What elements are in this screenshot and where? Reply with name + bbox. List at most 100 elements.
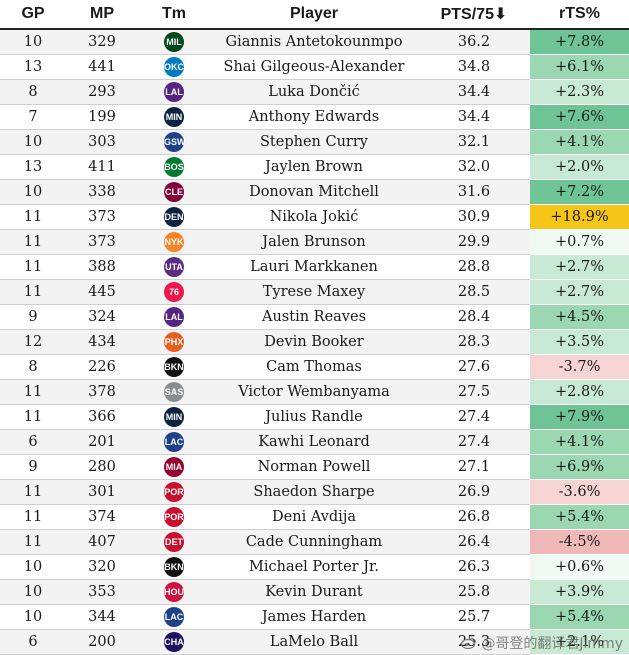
table-row: 7 199 MIN Anthony Edwards 34.4 +7.6% <box>0 104 629 130</box>
rockets-logo-icon: HOU <box>164 582 184 602</box>
mp-cell: 366 <box>66 404 138 430</box>
mp-cell: 201 <box>66 429 138 455</box>
player-name: Cam Thomas <box>210 354 418 380</box>
col-header-rts[interactable]: rTS% <box>530 0 629 30</box>
pts75-cell: 27.5 <box>418 379 530 405</box>
gp-cell: 10 <box>0 604 66 630</box>
team-cell: LAC <box>138 429 210 455</box>
team-cell: MIL <box>138 29 210 55</box>
table-row: 9 324 LAL Austin Reaves 28.4 +4.5% <box>0 304 629 330</box>
col-header-team[interactable]: Tm <box>138 0 210 30</box>
gp-cell: 6 <box>0 429 66 455</box>
mp-cell: 329 <box>66 29 138 55</box>
col-header-gp[interactable]: GP <box>0 0 66 30</box>
player-name: Giannis Antetokounmpo <box>210 29 418 55</box>
player-name: Devin Booker <box>210 329 418 355</box>
mp-cell: 344 <box>66 604 138 630</box>
player-name: Norman Powell <box>210 454 418 480</box>
gp-cell: 7 <box>0 104 66 130</box>
player-name: Jalen Brunson <box>210 229 418 255</box>
pts75-cell: 26.4 <box>418 529 530 555</box>
team-cell: LAC <box>138 604 210 630</box>
player-name: Donovan Mitchell <box>210 179 418 205</box>
pts75-cell: 26.8 <box>418 504 530 530</box>
rts-cell: +7.6% <box>530 104 629 130</box>
table-row: 10 338 CLE Donovan Mitchell 31.6 +7.2% <box>0 179 629 205</box>
mp-cell: 324 <box>66 304 138 330</box>
team-cell: UTA <box>138 254 210 280</box>
table-row: 13 411 BOS Jaylen Brown 32.0 +2.0% <box>0 154 629 180</box>
76ers-logo-icon: 76 <box>164 282 184 302</box>
team-cell: CLE <box>138 179 210 205</box>
gp-cell: 10 <box>0 129 66 155</box>
team-cell: BOS <box>138 154 210 180</box>
heat-logo-icon: MIA <box>164 457 184 477</box>
player-name: Kawhi Leonard <box>210 429 418 455</box>
mp-cell: 320 <box>66 554 138 580</box>
player-name: Michael Porter Jr. <box>210 554 418 580</box>
col-header-pts75[interactable]: PTS/75⬇ <box>418 0 530 30</box>
player-name: Kevin Durant <box>210 579 418 605</box>
pts75-cell: 28.3 <box>418 329 530 355</box>
team-cell: CHA <box>138 629 210 655</box>
col-header-player[interactable]: Player <box>210 0 418 30</box>
rts-cell: +5.4% <box>530 504 629 530</box>
player-name: LaMelo Ball <box>210 629 418 655</box>
team-cell: SAS <box>138 379 210 405</box>
mp-cell: 199 <box>66 104 138 130</box>
pts75-cell: 36.2 <box>418 29 530 55</box>
rts-cell: +2.8% <box>530 379 629 405</box>
table-row: 11 366 MIN Julius Randle 27.4 +7.9% <box>0 404 629 430</box>
blazers-logo-icon: POR <box>164 482 184 502</box>
rts-cell: +2.7% <box>530 254 629 280</box>
pts75-cell: 34.8 <box>418 54 530 80</box>
rts-cell: +7.2% <box>530 179 629 205</box>
table-row: 11 374 POR Deni Avdija 26.8 +5.4% <box>0 504 629 530</box>
gp-cell: 13 <box>0 154 66 180</box>
mp-cell: 388 <box>66 254 138 280</box>
gp-cell: 11 <box>0 504 66 530</box>
table-row: 6 201 LAC Kawhi Leonard 27.4 +4.1% <box>0 429 629 455</box>
mp-cell: 301 <box>66 479 138 505</box>
gp-cell: 11 <box>0 279 66 305</box>
team-cell: GSW <box>138 129 210 155</box>
team-cell: HOU <box>138 579 210 605</box>
team-cell: 76 <box>138 279 210 305</box>
col-header-mp[interactable]: MP <box>66 0 138 30</box>
team-cell: MIN <box>138 104 210 130</box>
table-row: 10 320 BKN Michael Porter Jr. 26.3 +0.6% <box>0 554 629 580</box>
table-row: 11 301 POR Shaedon Sharpe 26.9 -3.6% <box>0 479 629 505</box>
table-row: 10 344 LAC James Harden 25.7 +5.4% <box>0 604 629 630</box>
rts-cell: +6.9% <box>530 454 629 480</box>
mp-cell: 373 <box>66 204 138 230</box>
team-cell: DEN <box>138 204 210 230</box>
timberwolves-logo-icon: MIN <box>164 107 184 127</box>
player-name: Jaylen Brown <box>210 154 418 180</box>
player-name: Shai Gilgeous-Alexander <box>210 54 418 80</box>
pts75-cell: 27.6 <box>418 354 530 380</box>
table-row: 6 200 CHA LaMelo Ball 25.3 +2.1% <box>0 629 629 655</box>
table-row: 10 329 MIL Giannis Antetokounmpo 36.2 +7.8% <box>0 29 629 55</box>
pts75-cell: 28.8 <box>418 254 530 280</box>
clippers-logo-icon: LAC <box>164 432 184 452</box>
nets-logo-icon: BKN <box>164 357 184 377</box>
rts-cell: +3.9% <box>530 579 629 605</box>
pts75-cell: 27.4 <box>418 429 530 455</box>
rts-cell: +2.7% <box>530 279 629 305</box>
pts75-cell: 28.5 <box>418 279 530 305</box>
team-cell: LAL <box>138 79 210 105</box>
player-name: Deni Avdija <box>210 504 418 530</box>
mp-cell: 434 <box>66 329 138 355</box>
rts-cell: +18.9% <box>530 204 629 230</box>
blazers-logo-icon: POR <box>164 507 184 527</box>
clippers-logo-icon: LAC <box>164 607 184 627</box>
team-cell: OKC <box>138 54 210 80</box>
pts75-cell: 27.4 <box>418 404 530 430</box>
mp-cell: 226 <box>66 354 138 380</box>
team-cell: MIN <box>138 404 210 430</box>
rts-cell: +4.1% <box>530 429 629 455</box>
rts-cell: -4.5% <box>530 529 629 555</box>
player-name: Shaedon Sharpe <box>210 479 418 505</box>
table-row: 11 373 DEN Nikola Jokić 30.9 +18.9% <box>0 204 629 230</box>
